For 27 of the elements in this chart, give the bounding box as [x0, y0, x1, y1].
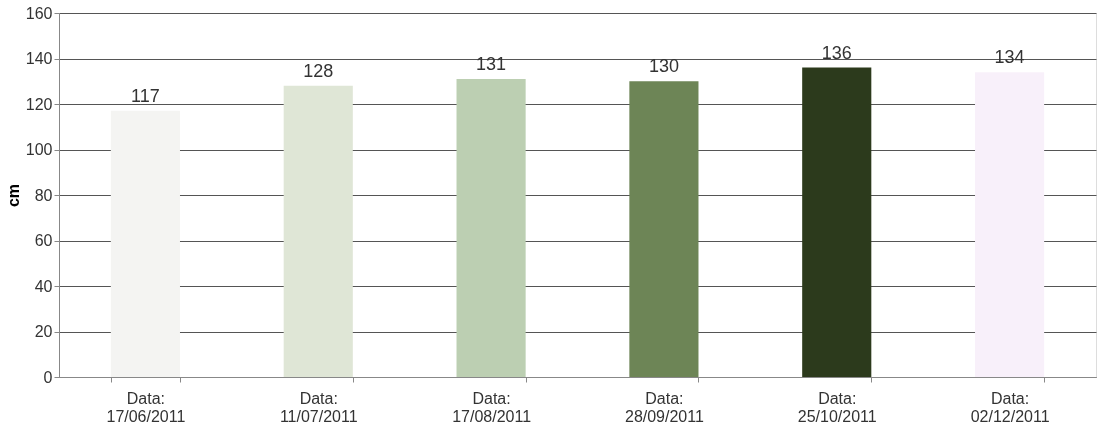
- bar: [456, 78, 526, 377]
- x-tick-label: Data: 17/06/2011: [106, 389, 186, 425]
- x-tick-label: Data: 11/07/2011: [279, 389, 358, 425]
- x-tick-label: Data: 17/08/2011: [452, 389, 532, 425]
- y-tick-label: 60: [34, 232, 53, 249]
- y-tick-label: 20: [34, 323, 53, 340]
- x-tick-label: Data: 28/09/2011: [624, 389, 704, 425]
- y-tick-label: 100: [25, 141, 53, 158]
- y-tick-label: 0: [43, 368, 53, 386]
- bar: [629, 81, 699, 377]
- bar: [802, 67, 872, 377]
- y-tick-label: 80: [34, 186, 53, 204]
- y-axis-title: cm: [4, 183, 22, 208]
- data-label: 136: [821, 42, 852, 63]
- bar: [975, 72, 1045, 377]
- y-tick-label: 140: [25, 50, 53, 67]
- data-label: 131: [476, 53, 507, 74]
- y-tick-label: 160: [25, 4, 53, 22]
- y-tick-label: 120: [25, 95, 53, 113]
- x-tick-label: Data: 25/10/2011: [797, 389, 877, 425]
- bar: [110, 110, 180, 377]
- data-label: 117: [131, 85, 160, 106]
- data-label: 130: [648, 56, 679, 77]
- x-tick-label: Data: 02/12/2011: [970, 389, 1050, 425]
- bar: [283, 85, 353, 377]
- data-label: 128: [303, 60, 334, 81]
- y-tick-label: 40: [34, 277, 53, 295]
